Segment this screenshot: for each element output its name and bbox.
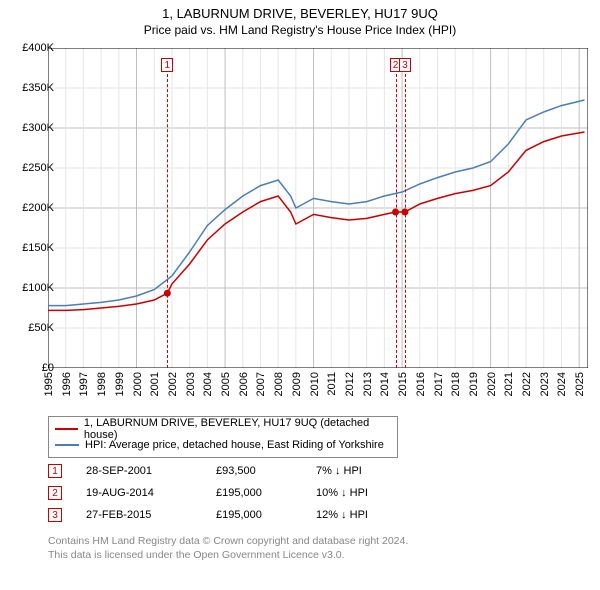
x-tick-label: 2005 bbox=[220, 372, 232, 396]
transaction-delta: 12% ↓ HPI bbox=[316, 509, 436, 521]
y-tick-label: £100K bbox=[22, 282, 54, 294]
x-tick-label: 2002 bbox=[167, 372, 179, 396]
x-tick-label: 2004 bbox=[202, 372, 214, 396]
transaction-date: 28-SEP-2001 bbox=[86, 465, 216, 477]
transaction-index-box: 2 bbox=[48, 486, 62, 500]
y-tick-label: £400K bbox=[22, 42, 54, 54]
x-tick-label: 2017 bbox=[433, 372, 445, 396]
transaction-row: 2 19-AUG-2014£195,00010% ↓ HPI bbox=[48, 482, 436, 504]
y-tick-label: £50K bbox=[28, 322, 54, 334]
footer-attribution: Contains HM Land Registry data © Crown c… bbox=[48, 534, 408, 562]
x-tick-label: 2006 bbox=[238, 372, 250, 396]
legend-swatch bbox=[55, 444, 79, 446]
transaction-delta: 7% ↓ HPI bbox=[316, 465, 436, 477]
chart-title: 1, LABURNUM DRIVE, BEVERLEY, HU17 9UQ bbox=[0, 0, 600, 21]
plot-area bbox=[48, 48, 588, 368]
transaction-date: 27-FEB-2015 bbox=[86, 509, 216, 521]
transaction-delta: 10% ↓ HPI bbox=[316, 487, 436, 499]
x-tick-label: 2014 bbox=[379, 372, 391, 396]
x-tick-label: 2023 bbox=[539, 372, 551, 396]
chart-subtitle: Price paid vs. HM Land Registry's House … bbox=[0, 21, 600, 41]
sale-marker-box: 1 bbox=[161, 58, 173, 72]
transaction-index-box: 3 bbox=[48, 508, 62, 522]
transaction-row: 1 28-SEP-2001£93,5007% ↓ HPI bbox=[48, 460, 436, 482]
transaction-price: £195,000 bbox=[216, 487, 316, 499]
x-tick-label: 2022 bbox=[521, 372, 533, 396]
sale-marker-line bbox=[405, 64, 406, 368]
x-tick-label: 2013 bbox=[362, 372, 374, 396]
legend-label: 1, LABURNUM DRIVE, BEVERLEY, HU17 9UQ (d… bbox=[84, 417, 391, 441]
x-tick-label: 1996 bbox=[61, 372, 73, 396]
x-tick-label: 2007 bbox=[255, 372, 267, 396]
x-tick-label: 1997 bbox=[78, 372, 90, 396]
y-tick-label: £300K bbox=[22, 122, 54, 134]
x-tick-label: 2024 bbox=[556, 372, 568, 396]
transaction-price: £93,500 bbox=[216, 465, 316, 477]
sale-marker-line bbox=[396, 64, 397, 368]
footer-line-2: This data is licensed under the Open Gov… bbox=[48, 548, 408, 562]
x-tick-label: 1995 bbox=[43, 372, 55, 396]
x-tick-label: 2015 bbox=[397, 372, 409, 396]
x-tick-label: 2012 bbox=[344, 372, 356, 396]
transaction-price: £195,000 bbox=[216, 509, 316, 521]
x-tick-label: 2011 bbox=[326, 372, 338, 396]
transactions-table: 1 28-SEP-2001£93,5007% ↓ HPI 2 19-AUG-2014£… bbox=[48, 460, 436, 526]
transaction-date: 19-AUG-2014 bbox=[86, 487, 216, 499]
y-tick-label: £150K bbox=[22, 242, 54, 254]
x-tick-label: 2021 bbox=[503, 372, 515, 396]
x-tick-label: 2003 bbox=[185, 372, 197, 396]
x-tick-label: 2018 bbox=[450, 372, 462, 396]
legend: 1, LABURNUM DRIVE, BEVERLEY, HU17 9UQ (d… bbox=[48, 416, 398, 458]
sale-marker-line bbox=[167, 64, 168, 368]
legend-label: HPI: Average price, detached house, East… bbox=[85, 439, 384, 451]
plot-svg bbox=[48, 48, 588, 368]
x-tick-label: 2008 bbox=[273, 372, 285, 396]
y-tick-label: £350K bbox=[22, 82, 54, 94]
transaction-row: 3 27-FEB-2015£195,00012% ↓ HPI bbox=[48, 504, 436, 526]
x-tick-label: 2019 bbox=[468, 372, 480, 396]
legend-row: HPI: Average price, detached house, East… bbox=[55, 437, 391, 453]
footer-line-1: Contains HM Land Registry data © Crown c… bbox=[48, 534, 408, 548]
x-tick-label: 2010 bbox=[309, 372, 321, 396]
chart-container: 1, LABURNUM DRIVE, BEVERLEY, HU17 9UQ Pr… bbox=[0, 0, 600, 590]
x-tick-label: 1998 bbox=[96, 372, 108, 396]
transaction-index-box: 1 bbox=[48, 464, 62, 478]
x-tick-label: 1999 bbox=[114, 372, 126, 396]
x-tick-label: 2001 bbox=[149, 372, 161, 396]
y-tick-label: £250K bbox=[22, 162, 54, 174]
sale-marker-box: 3 bbox=[399, 58, 411, 72]
x-tick-label: 2000 bbox=[132, 372, 144, 396]
legend-row: 1, LABURNUM DRIVE, BEVERLEY, HU17 9UQ (d… bbox=[55, 421, 391, 437]
x-tick-label: 2025 bbox=[574, 372, 586, 396]
legend-swatch bbox=[55, 428, 78, 430]
x-tick-label: 2016 bbox=[415, 372, 427, 396]
x-tick-label: 2020 bbox=[486, 372, 498, 396]
x-tick-label: 2009 bbox=[291, 372, 303, 396]
y-tick-label: £200K bbox=[22, 202, 54, 214]
